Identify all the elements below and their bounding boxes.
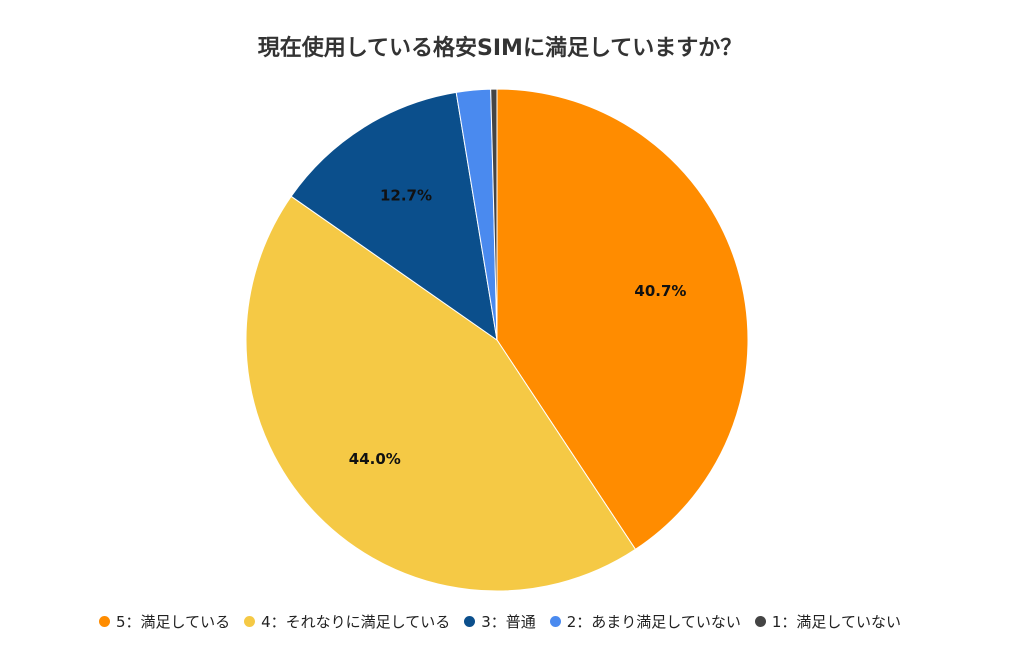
legend-swatch-4 [549,616,561,627]
chart-legend: 5：満足している 4：それなりに満足している 3：普通 2：あまり満足していない 1：満… [0,611,1000,632]
legend-item-2: 4：それなりに満足している [244,611,450,632]
legend-swatch-1 [99,616,110,627]
slice-value-label-2: 44.0% [349,450,401,468]
legend-label-3: 3：普通 [481,613,536,631]
chart-title: 現在使用している格安SIMに満足していますか？ [257,36,743,61]
pie-slice-5 [490,88,498,341]
slice-value-label-1: 40.7% [634,282,686,300]
legend-swatch-2 [244,616,256,627]
pie-slice-3 [290,91,498,342]
legend-swatch-5 [754,616,766,627]
legend-item-3: 3：普通 [464,611,536,632]
legend-label-5: 1：満足していない [771,613,901,631]
legend-label-1: 5：満足している [116,613,231,631]
pie-slice-2 [245,195,637,592]
legend-item-5: 1：満足していない [754,611,901,632]
slice-value-label-3: 12.7% [380,187,432,205]
legend-item-4: 2：あまり満足していない [549,611,741,632]
legend-label-4: 2：あまり満足していない [566,613,741,631]
legend-item-1: 5：満足している [99,611,230,632]
legend-swatch-3 [464,616,476,627]
legend-label-2: 4：それなりに満足している [261,613,451,631]
